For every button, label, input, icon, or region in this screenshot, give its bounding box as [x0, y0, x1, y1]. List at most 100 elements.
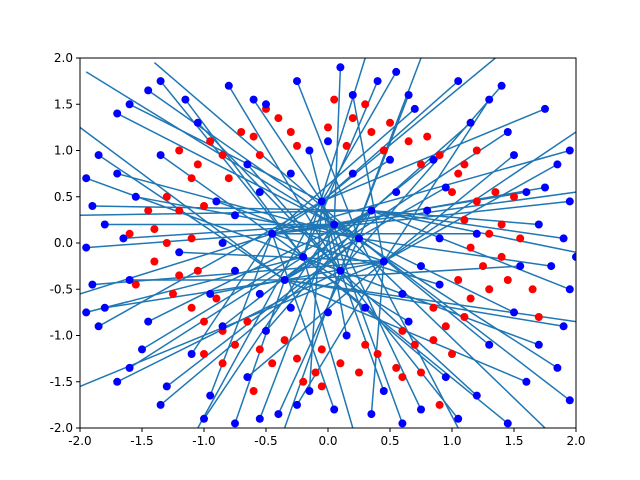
outer-point — [88, 280, 97, 289]
outer-point — [138, 345, 146, 354]
inner-point — [237, 128, 246, 136]
inner-point — [460, 160, 469, 169]
outer-point-series — [82, 63, 576, 428]
inner-point — [528, 285, 537, 294]
inner-point — [491, 188, 500, 197]
outer-point — [324, 308, 332, 317]
inner-point — [348, 114, 357, 123]
outer-point — [553, 160, 562, 169]
outer-point — [503, 419, 512, 428]
y-tick-label: 2.0 — [54, 51, 73, 65]
connecting-line — [179, 251, 384, 263]
inner-point — [144, 206, 153, 215]
outer-point — [162, 382, 171, 391]
outer-point — [565, 285, 574, 294]
outer-point — [193, 118, 202, 127]
outer-point — [472, 391, 481, 400]
inner-point — [466, 294, 475, 303]
outer-point — [330, 220, 339, 229]
outer-point — [398, 419, 407, 428]
connecting-line — [302, 256, 447, 378]
inner-point — [187, 234, 196, 243]
inner-point — [131, 280, 140, 289]
outer-point — [305, 387, 314, 395]
x-tick-label: 1.0 — [442, 434, 461, 448]
connecting-line — [98, 154, 286, 281]
x-tick-label: -1.0 — [192, 434, 215, 448]
inner-point — [224, 174, 233, 183]
inner-point — [373, 350, 382, 358]
y-tick-label: -1.5 — [50, 375, 73, 389]
outer-point — [386, 155, 394, 164]
inner-point — [299, 377, 308, 386]
outer-point — [565, 197, 574, 206]
inner-point — [286, 128, 295, 136]
outer-point — [572, 252, 576, 261]
inner-point — [150, 225, 159, 234]
inner-point — [485, 285, 494, 294]
connecting-line — [308, 150, 342, 271]
outer-point — [485, 340, 494, 349]
connecting-line — [339, 270, 385, 392]
inner-point — [342, 141, 351, 150]
outer-point — [355, 234, 363, 243]
outer-point — [125, 363, 134, 372]
outer-point — [286, 303, 295, 312]
outer-point — [441, 373, 450, 382]
connecting-line — [210, 260, 384, 295]
outer-point — [113, 377, 122, 386]
inner-point — [187, 174, 196, 183]
inner-point — [243, 317, 252, 326]
outer-point — [367, 410, 376, 419]
outer-point — [255, 289, 264, 298]
inner-point — [367, 128, 376, 136]
outer-point — [243, 373, 252, 382]
outer-point — [200, 414, 208, 423]
inner-point — [231, 340, 239, 349]
outer-point — [125, 100, 134, 109]
outer-point — [404, 91, 413, 99]
connecting-line — [259, 224, 335, 420]
outer-point — [417, 405, 425, 414]
outer-point — [156, 77, 165, 86]
inner-point — [187, 303, 196, 312]
inner-point — [479, 262, 487, 271]
outer-point — [547, 262, 556, 271]
inner-point — [218, 359, 227, 368]
x-tick-label: 2.0 — [566, 434, 585, 448]
connecting-line — [334, 186, 546, 226]
outer-point — [466, 118, 475, 127]
connecting-line — [321, 80, 459, 202]
connecting-line — [371, 209, 564, 240]
inner-point — [392, 363, 401, 372]
outer-point — [516, 262, 525, 271]
outer-point — [324, 137, 332, 146]
x-axis: -2.0 -1.5 -1.0 -0.5 0.0 0.5 1.0 1.5 2.0 — [68, 428, 586, 448]
outer-point — [454, 77, 463, 86]
inner-point — [454, 169, 463, 178]
outer-point — [249, 95, 258, 104]
outer-point — [82, 174, 91, 183]
outer-point — [100, 220, 109, 229]
outer-point — [100, 303, 109, 312]
inner-point — [293, 354, 301, 363]
inner-point — [404, 137, 413, 146]
outer-point — [559, 322, 568, 331]
connecting-line — [339, 270, 478, 397]
inner-point — [417, 368, 425, 377]
inner-point — [330, 95, 339, 104]
outer-point — [94, 322, 103, 331]
inner-point — [324, 123, 332, 132]
outer-point — [144, 317, 153, 326]
inner-point — [218, 151, 227, 160]
inner-point — [255, 345, 264, 354]
outer-point — [274, 410, 283, 419]
connecting-line — [271, 159, 391, 235]
outer-point — [299, 252, 308, 261]
connecting-line — [333, 67, 342, 225]
outer-point — [454, 414, 463, 423]
outer-point — [286, 169, 295, 178]
outer-point — [410, 104, 419, 113]
connecting-line — [80, 126, 286, 281]
connecting-line — [209, 233, 273, 396]
